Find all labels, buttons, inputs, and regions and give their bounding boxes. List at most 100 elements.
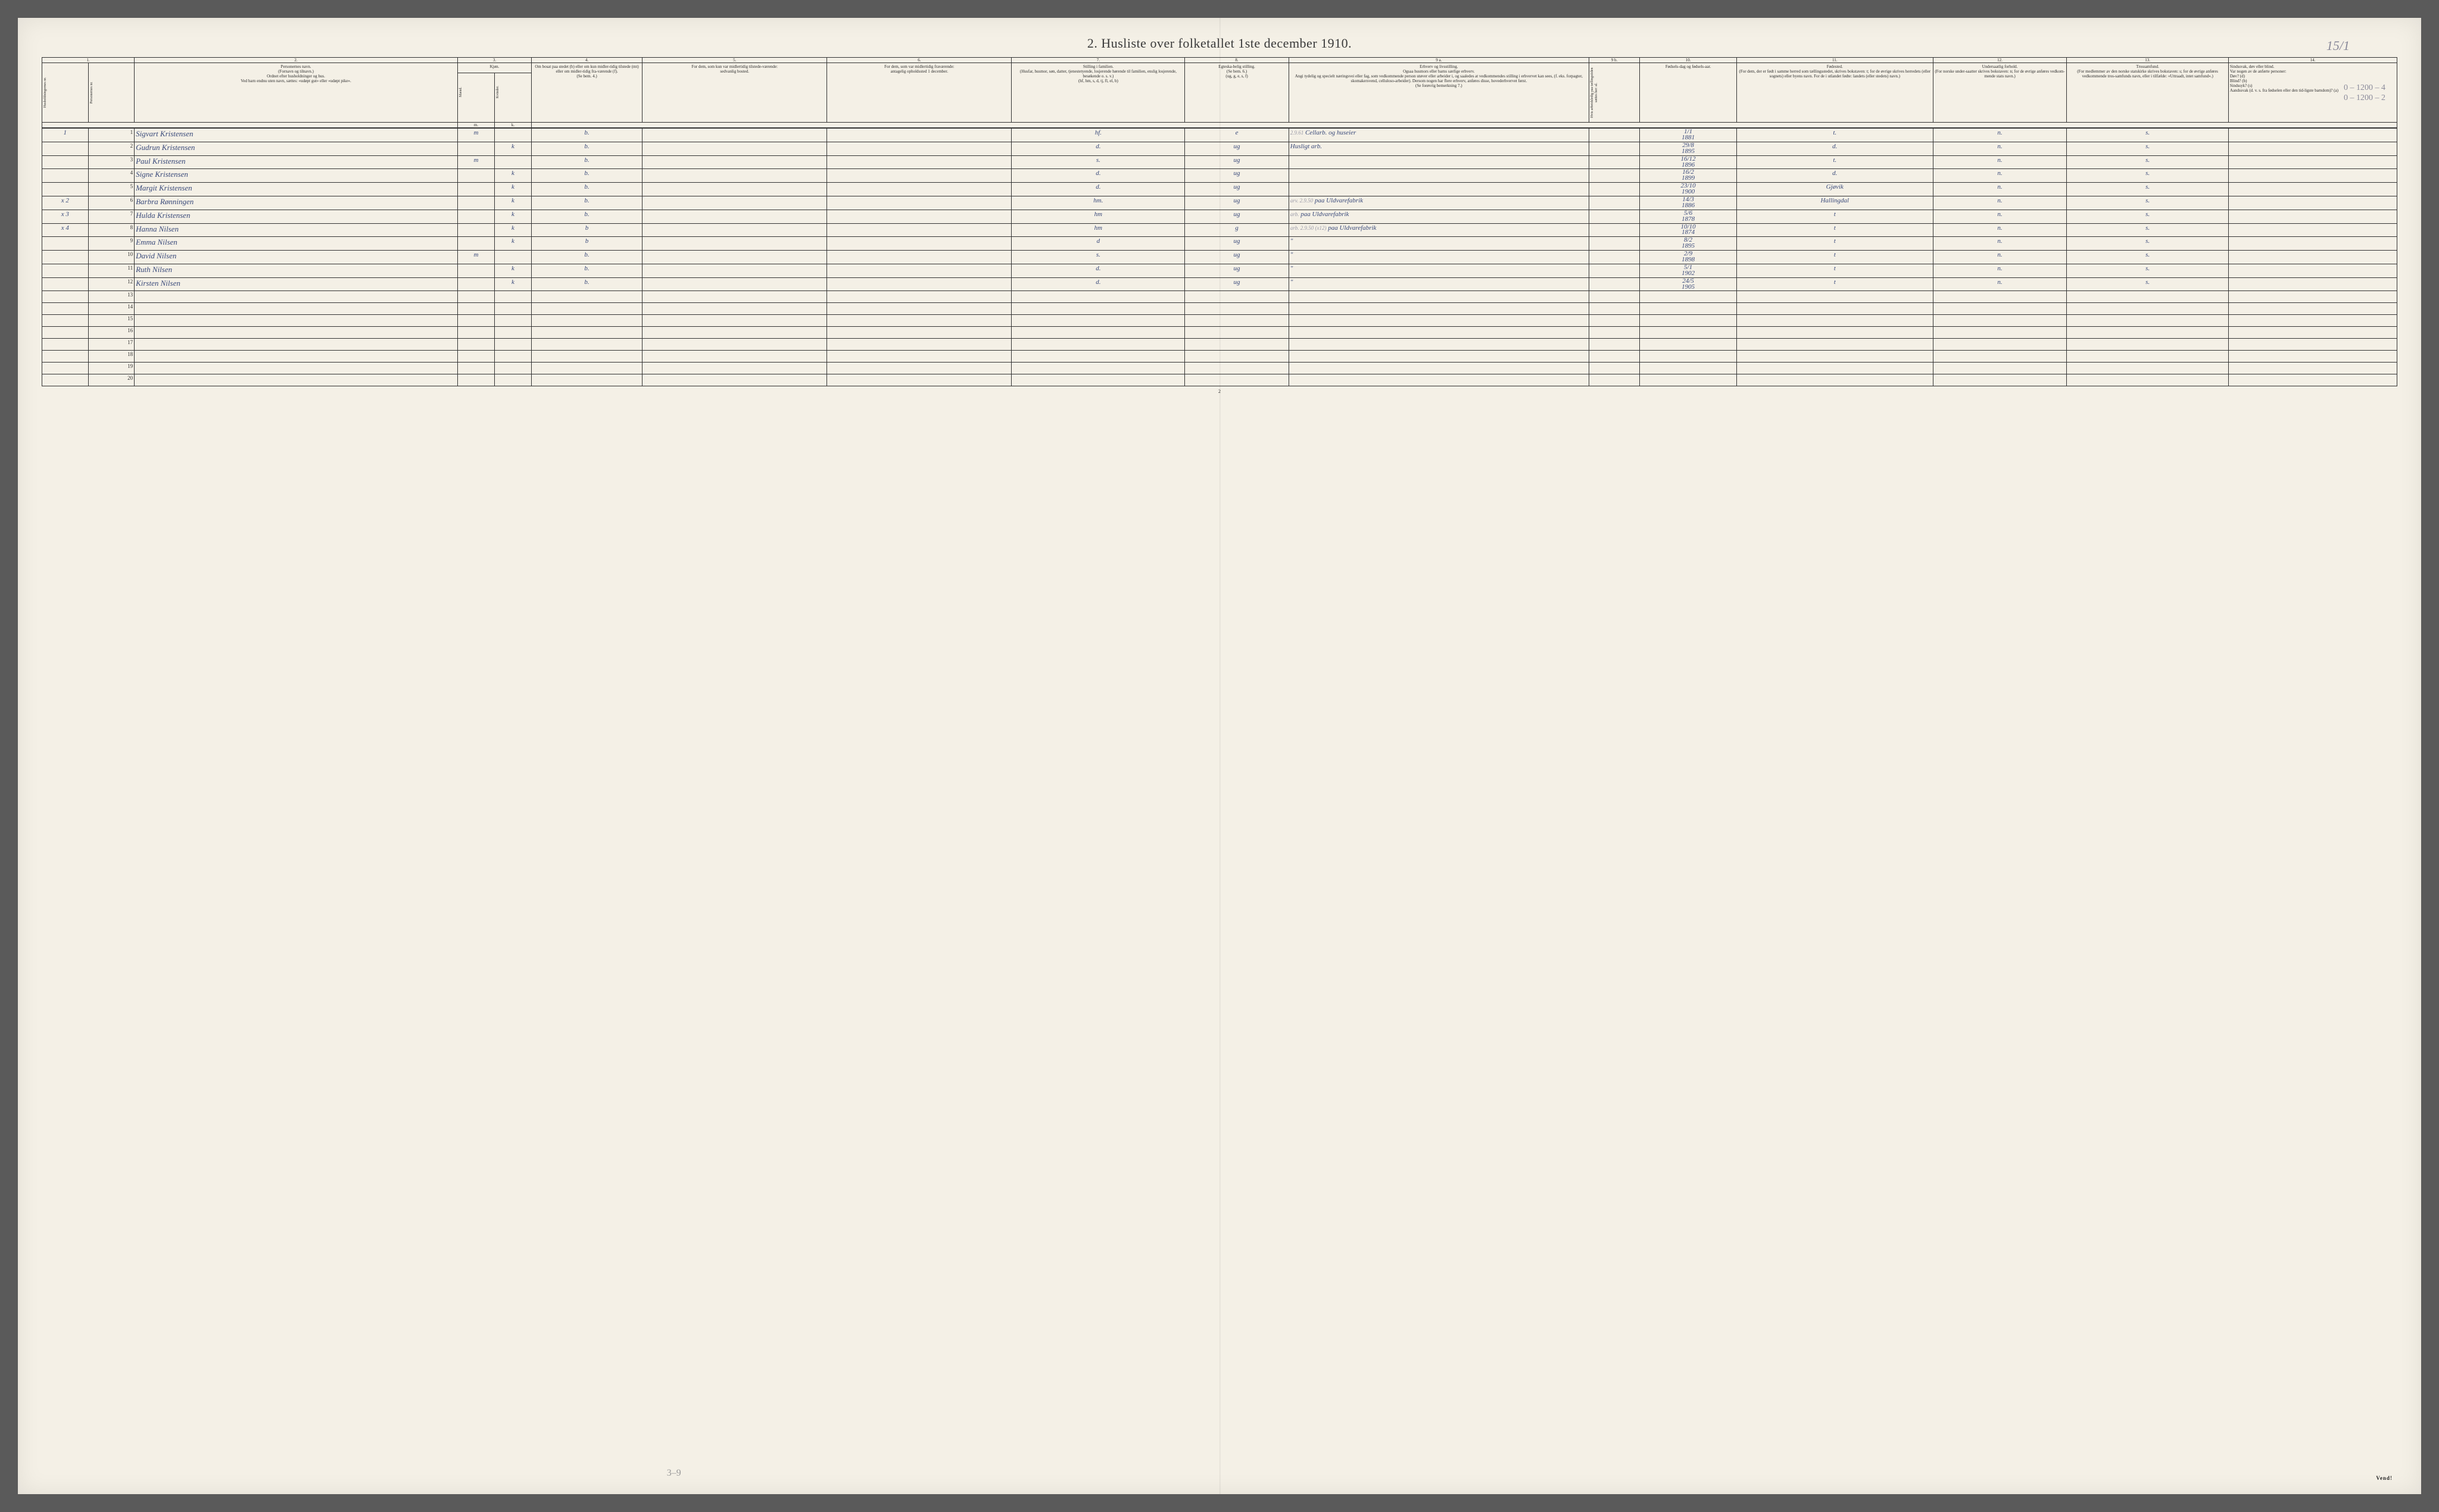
cell-marital: e bbox=[1185, 128, 1289, 142]
col-header-female: Kvinder. bbox=[494, 73, 531, 122]
cell-disability bbox=[2228, 210, 2397, 223]
cell-marital: ug bbox=[1185, 196, 1289, 210]
cell-female: k bbox=[494, 169, 531, 183]
cell-name: Hulda Kristensen bbox=[135, 210, 458, 223]
cell-residence: b. bbox=[532, 196, 643, 210]
cell-occupation bbox=[1289, 183, 1589, 196]
vend-label: Vend! bbox=[2376, 1475, 2393, 1481]
cell-residence: b. bbox=[532, 128, 643, 142]
cell-disability bbox=[2228, 169, 2397, 183]
cell-male bbox=[457, 210, 494, 223]
cell-person-nr: 10 bbox=[88, 251, 135, 264]
col-header-person-nr: Personernes nr. bbox=[88, 63, 135, 123]
col-header-household-nr: Husholdningernes nr. bbox=[42, 63, 89, 123]
margin-note-line: 0 – 1200 – 4 bbox=[2344, 83, 2385, 93]
label-m: m. bbox=[457, 123, 494, 129]
cell-nationality: n. bbox=[1933, 155, 2067, 169]
cell-birthplace: Hallingdal bbox=[1736, 196, 1933, 210]
cell-family-pos: d. bbox=[1012, 142, 1185, 155]
cell-temp-present bbox=[643, 264, 827, 277]
cell-person-nr: 14 bbox=[88, 303, 135, 315]
cell-male bbox=[457, 169, 494, 183]
table-row: 4Signe Kristensenkb.d.ug 16/2 1899d.n.s. bbox=[42, 169, 2397, 183]
colnum: 5. bbox=[643, 58, 827, 63]
cell-religion: s. bbox=[2067, 237, 2228, 251]
cell-family-pos: d. bbox=[1012, 277, 1185, 291]
cell-birth: 16/12 1896 bbox=[1640, 155, 1737, 169]
cell-person-nr: 13 bbox=[88, 291, 135, 303]
cell-temp-absent bbox=[827, 264, 1012, 277]
cell-birth: 23/10 1900 bbox=[1640, 183, 1737, 196]
col-header-birth: Fødsels-dag og fødsels-aar. bbox=[1640, 63, 1737, 123]
colnum: 6. bbox=[827, 58, 1012, 63]
colnum: 12. bbox=[1933, 58, 2067, 63]
cell-female: k bbox=[494, 237, 531, 251]
col-header-temp-present: For dem, som kun var midlertidig tilsted… bbox=[643, 63, 827, 123]
cell-household bbox=[42, 264, 89, 277]
cell-name: Paul Kristensen bbox=[135, 155, 458, 169]
colnum: 9 b. bbox=[1589, 58, 1639, 63]
cell-female: k bbox=[494, 196, 531, 210]
cell-birth: 1/1 1881 bbox=[1640, 128, 1737, 142]
cell-household bbox=[42, 251, 89, 264]
cell-birth: 5/1 1902 bbox=[1640, 264, 1737, 277]
cell-occupation: arb. paa Uldvarefabrik bbox=[1289, 210, 1589, 223]
cell-occupation: " bbox=[1289, 264, 1589, 277]
col-header-name: Personernes navn. (Fornavn og tilnavn.) … bbox=[135, 63, 458, 123]
table-row-empty: 16 bbox=[42, 327, 2397, 339]
cell-temp-present bbox=[643, 210, 827, 223]
cell-name: Sigvart Kristensen bbox=[135, 128, 458, 142]
cell-male: m bbox=[457, 128, 494, 142]
cell-unemployed bbox=[1589, 128, 1639, 142]
cell-female: k bbox=[494, 223, 531, 237]
cell-person-nr: 9 bbox=[88, 237, 135, 251]
cell-temp-absent bbox=[827, 237, 1012, 251]
cell-male bbox=[457, 264, 494, 277]
colnum: 1. bbox=[42, 58, 135, 63]
cell-occupation: " bbox=[1289, 251, 1589, 264]
cell-residence: b. bbox=[532, 142, 643, 155]
column-number-row: 1. 2. 3. 4. 5. 6. 7. 8. 9 a. 9 b. 10. 11… bbox=[42, 58, 2397, 63]
cell-unemployed bbox=[1589, 237, 1639, 251]
table-row-empty: 18 bbox=[42, 351, 2397, 363]
colnum: 14. bbox=[2228, 58, 2397, 63]
cell-temp-present bbox=[643, 142, 827, 155]
cell-family-pos: d. bbox=[1012, 264, 1185, 277]
cell-marital: ug bbox=[1185, 277, 1289, 291]
cell-female: k bbox=[494, 210, 531, 223]
colnum: 2. bbox=[135, 58, 458, 63]
census-table: 1. 2. 3. 4. 5. 6. 7. 8. 9 a. 9 b. 10. 11… bbox=[42, 57, 2397, 386]
cell-marital: ug bbox=[1185, 210, 1289, 223]
cell-residence: b. bbox=[532, 169, 643, 183]
cell-household: x 2 bbox=[42, 196, 89, 210]
cell-female: k bbox=[494, 277, 531, 291]
cell-nationality: n. bbox=[1933, 210, 2067, 223]
cell-male bbox=[457, 237, 494, 251]
cell-household: x 4 bbox=[42, 223, 89, 237]
table-row: 9Emma Nilsenkbdug "8/2 1895tn.s. bbox=[42, 237, 2397, 251]
cell-temp-absent bbox=[827, 169, 1012, 183]
cell-religion: s. bbox=[2067, 210, 2228, 223]
cell-temp-absent bbox=[827, 183, 1012, 196]
cell-temp-present bbox=[643, 223, 827, 237]
cell-household bbox=[42, 142, 89, 155]
cell-temp-absent bbox=[827, 128, 1012, 142]
cell-residence: b. bbox=[532, 251, 643, 264]
cell-female: k bbox=[494, 183, 531, 196]
cell-nationality: n. bbox=[1933, 169, 2067, 183]
cell-temp-absent bbox=[827, 277, 1012, 291]
cell-marital: ug bbox=[1185, 142, 1289, 155]
cell-disability bbox=[2228, 277, 2397, 291]
cell-nationality: n. bbox=[1933, 264, 2067, 277]
cell-household bbox=[42, 169, 89, 183]
cell-occupation: 2.9.61 Cellarb. og huseier bbox=[1289, 128, 1589, 142]
cell-unemployed bbox=[1589, 223, 1639, 237]
colnum: 9 a. bbox=[1289, 58, 1589, 63]
cell-occupation: arb. 2.9.50 (x12) paa Uldvarefabrik bbox=[1289, 223, 1589, 237]
cell-nationality: n. bbox=[1933, 128, 2067, 142]
col-header-family-position: Stilling i familien. (Husfar, husmor, sø… bbox=[1012, 63, 1185, 123]
cell-residence: b. bbox=[532, 155, 643, 169]
cell-occupation bbox=[1289, 169, 1589, 183]
cell-marital: ug bbox=[1185, 251, 1289, 264]
table-row: 11Sigvart Kristensenmb.hf.e2.9.61 Cellar… bbox=[42, 128, 2397, 142]
